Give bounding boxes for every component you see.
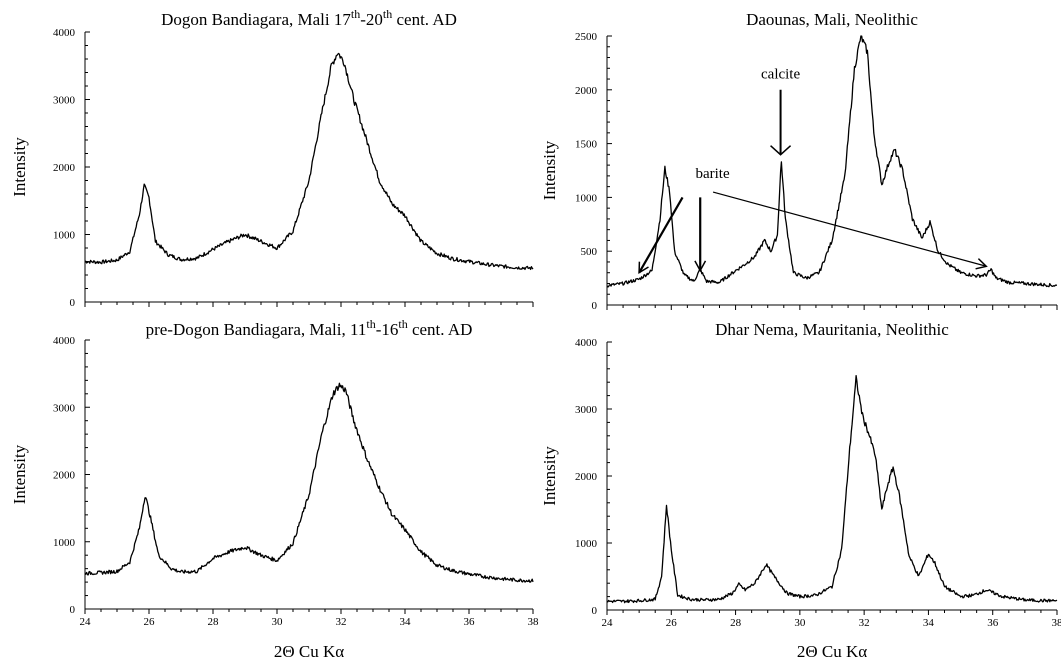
panel-3: pre-Dogon Bandiagara, Mali, 11th-16th ce… [10,317,539,661]
barite-arrow [638,196,684,274]
y-tick-label: 3000 [53,402,76,414]
x-tick-label: 24 [602,617,614,629]
x-tick-label: 30 [794,617,806,629]
x-tick-label: 36 [987,617,999,629]
panel-4: Dhar Nema, Mauritania, Neolithic 0 1000 200… [540,320,1061,661]
barite-arrowhead [638,261,649,275]
y-tick-label: 1000 [53,537,76,549]
x-tick-label: 26 [666,617,678,629]
barite-arrowhead [694,260,707,273]
y-axis-title: Intensity [540,140,559,200]
y-tick-label: 4000 [53,335,76,347]
x-tick-label: 34 [400,616,412,628]
x-tick-label: 24 [80,616,92,628]
y-tick-label: 1000 [575,538,598,550]
y-tick-label: 3000 [53,95,76,107]
diffraction-trace [84,52,534,271]
y-tick-label: 500 [581,246,598,258]
y-tick-label: 2000 [53,162,76,174]
y-tick-label: 2000 [575,471,598,483]
y-tick-label: 2000 [575,85,598,97]
panel-title: Daounas, Mali, Neolithic [746,10,918,29]
y-tick-label: 0 [70,604,76,616]
x-tick-label: 30 [272,616,284,628]
barite-label: barite [695,166,729,182]
y-tick-label: 0 [592,300,598,312]
panel-title: pre-Dogon Bandiagara, Mali, 11th-16th ce… [146,317,473,339]
panel-title: Dogon Bandiagara, Mali 17th-20th cent. A… [161,7,457,29]
x-tick-label: 26 [144,616,156,628]
y-tick-label: 3000 [575,404,598,416]
y-axis-title: Intensity [10,444,29,504]
barite-arrowhead [975,258,988,270]
x-tick-label: 38 [1052,617,1061,629]
x-tick-label: 36 [464,616,476,628]
y-tick-label: 1000 [575,192,598,204]
y-axis-title: Intensity [10,137,29,197]
calcite-arrowhead [770,145,792,156]
x-tick-label: 34 [923,617,935,629]
y-tick-label: 1000 [53,230,76,242]
x-axis-title: 2Θ Cu Kα [274,642,344,661]
diffraction-trace [606,35,1058,288]
y-tick-label: 4000 [53,27,76,39]
y-tick-label: 0 [592,605,598,617]
panel-title: Dhar Nema, Mauritania, Neolithic [715,320,949,339]
diffraction-trace [606,374,1058,604]
panel-2: Daounas, Mali, Neolithic 0 500 1000 1500 2000… [540,10,1058,312]
x-tick-label: 28 [208,616,220,628]
panel-1: Dogon Bandiagara, Mali 17th-20th cent. A… [10,7,534,309]
x-tick-label: 28 [730,617,742,629]
y-tick-label: 2500 [575,31,598,43]
y-tick-label: 4000 [575,337,598,349]
x-tick-label: 32 [859,617,870,629]
y-tick-label: 2000 [53,470,76,482]
barite-arrow [712,191,987,267]
x-tick-label: 32 [336,616,347,628]
y-axis-title: Intensity [540,446,559,506]
x-axis-title: 2Θ Cu Kα [797,642,867,661]
diffraction-trace [84,382,534,583]
x-tick-label: 38 [528,616,540,628]
y-tick-label: 1500 [575,139,598,151]
y-tick-label: 0 [70,297,76,309]
calcite-label: calcite [761,67,800,83]
